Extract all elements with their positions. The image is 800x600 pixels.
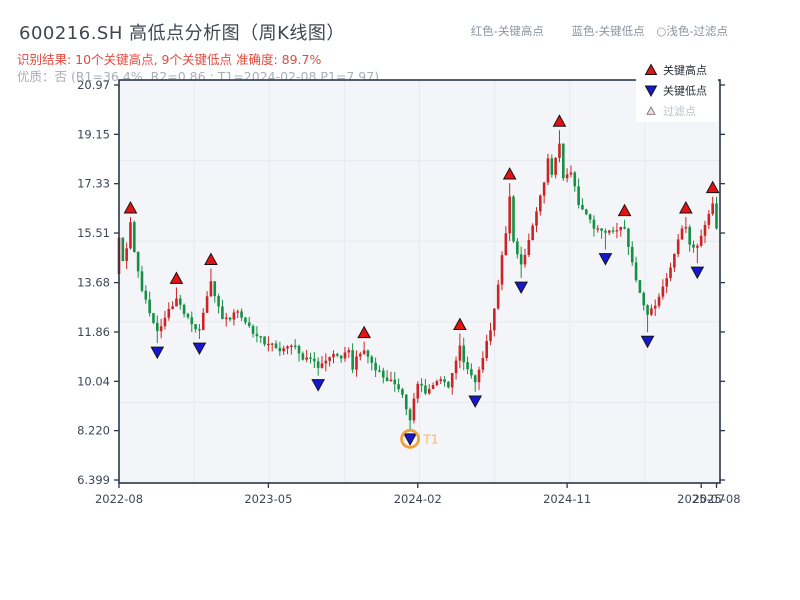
color-key-caption: 红色-关键高点 蓝色-关键低点 ○浅色-过滤点: [471, 23, 728, 39]
key-low-marker: [468, 395, 483, 408]
svg-text:8.220: 8.220: [77, 424, 110, 438]
key-high-marker: [123, 200, 138, 214]
key-low-marker: [640, 335, 655, 349]
svg-text:20.97: 20.97: [77, 78, 110, 92]
y-axis: 6.399 8.220 10.04 11.86 13.68 15.51 17.33 19.15…: [77, 78, 725, 487]
svg-text:6.399: 6.399: [77, 473, 110, 487]
color-key-high: 红色-关键高点: [470, 24, 544, 38]
svg-text:2023-05: 2023-05: [244, 492, 292, 506]
legend-label: 过滤点: [663, 105, 696, 118]
key-high-marker: [552, 114, 567, 127]
key-low-marker: [150, 346, 165, 360]
svg-text:13.68: 13.68: [77, 276, 110, 290]
key-high-marker: [453, 317, 467, 331]
legend-key-low-icon: [644, 85, 658, 98]
color-key-filtered: ○浅色-过滤点: [656, 24, 728, 38]
svg-text:17.33: 17.33: [77, 177, 110, 191]
key-low-marker: [598, 253, 613, 266]
key-point-markers: [123, 114, 720, 446]
candlestick-series: [117, 130, 718, 430]
svg-text:10.04: 10.04: [77, 374, 110, 388]
plot-frame: [118, 79, 721, 484]
key-low-marker: [690, 266, 705, 280]
svg-text:T1: T1: [422, 431, 439, 446]
recognition-result-text: 识别结果: 10个关键高点, 9个关键低点 准确度: 89.7%: [17, 52, 322, 67]
svg-text:2022-08: 2022-08: [95, 492, 143, 506]
svg-text:19.15: 19.15: [77, 127, 110, 141]
key-high-marker: [617, 203, 632, 217]
key-low-marker: [192, 342, 207, 356]
key-high-marker: [169, 271, 184, 284]
svg-text:15.51: 15.51: [77, 226, 110, 240]
page-title: 600216.SH 高低点分析图（周K线图）: [19, 23, 345, 44]
key-low-marker: [403, 433, 417, 446]
legend-label: 关键高点: [663, 63, 707, 77]
svg-text:2025-08: 2025-08: [692, 492, 740, 506]
key-high-marker: [502, 167, 517, 180]
svg-text:2024-02: 2024-02: [394, 492, 442, 506]
color-key-low: 蓝色-关键低点: [571, 24, 645, 38]
key-low-marker: [311, 379, 326, 392]
legend-label: 关键低点: [663, 84, 707, 98]
svg-text:11.86: 11.86: [77, 325, 110, 339]
t1-annotation: T1: [400, 428, 439, 449]
svg-text:2025-07: 2025-07: [677, 492, 725, 506]
key-high-marker: [357, 325, 371, 339]
key-high-marker: [705, 180, 720, 194]
legend-key-high-icon: [644, 63, 658, 76]
key-high-marker: [679, 200, 693, 214]
key-low-marker: [514, 281, 529, 295]
key-high-marker: [204, 252, 218, 265]
gridlines: [119, 80, 720, 483]
x-axis: 2022-08 2023-05 2024-02 2024-11 2025-072025-…: [95, 483, 741, 506]
svg-text:2024-11: 2024-11: [543, 492, 591, 506]
legend-filtered-icon: [646, 106, 656, 115]
